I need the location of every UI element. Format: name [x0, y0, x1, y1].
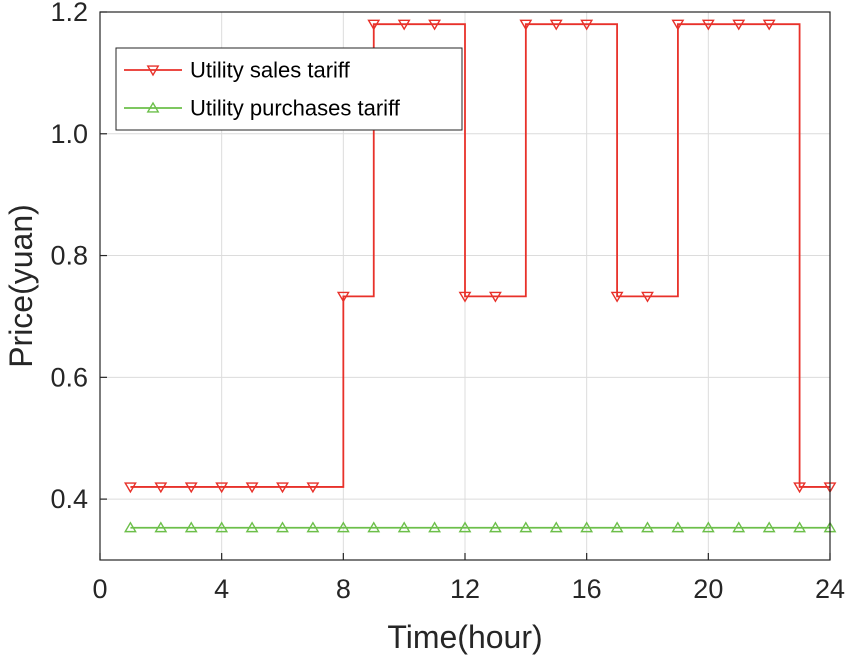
x-tick-label: 0: [92, 574, 107, 604]
y-tick-label: 0.6: [50, 362, 88, 392]
data-point-marker: [610, 291, 624, 303]
x-tick-label: 16: [572, 574, 602, 604]
y-tick-label: 0.4: [50, 484, 88, 514]
legend-swatch-sales: [124, 65, 182, 77]
data-point-marker: [123, 521, 137, 533]
data-point-marker: [701, 521, 715, 533]
data-point-marker: [215, 521, 229, 533]
data-point-marker: [793, 482, 807, 494]
series-line-0: [130, 23, 830, 488]
data-point-marker: [306, 482, 320, 494]
x-axis-title: Time(hour): [387, 619, 542, 655]
data-point-marker: [184, 521, 198, 533]
data-point-marker: [793, 521, 807, 533]
data-point-marker: [549, 19, 563, 31]
series-1: [123, 521, 837, 533]
data-point-marker: [671, 521, 685, 533]
legend-swatch-marker: [146, 65, 160, 77]
data-point-marker: [428, 521, 442, 533]
data-point-marker: [154, 482, 168, 494]
legend: Utility sales tariff Utility purchases t…: [115, 47, 463, 131]
data-point-marker: [215, 482, 229, 494]
data-point-marker: [488, 521, 502, 533]
data-point-marker: [184, 482, 198, 494]
data-point-marker: [519, 521, 533, 533]
legend-label-purchases: Utility purchases tariff: [190, 96, 401, 121]
data-point-marker: [762, 521, 776, 533]
data-point-marker: [641, 291, 654, 303]
series-layer: [123, 19, 837, 533]
data-point-marker: [641, 521, 654, 533]
data-point-marker: [762, 19, 776, 31]
data-point-marker: [123, 482, 137, 494]
data-point-marker: [428, 19, 442, 31]
x-tick-label: 24: [815, 574, 845, 604]
data-point-marker: [732, 19, 746, 31]
series-0: [123, 19, 837, 494]
legend-label-sales: Utility sales tariff: [190, 58, 351, 83]
data-point-marker: [154, 521, 168, 533]
x-tick-label: 20: [693, 574, 723, 604]
data-point-marker: [306, 521, 320, 533]
data-point-marker: [701, 19, 715, 31]
data-point-marker: [276, 482, 289, 494]
data-point-marker: [397, 19, 411, 31]
data-point-marker: [367, 19, 381, 31]
data-point-marker: [245, 521, 259, 533]
data-point-marker: [549, 521, 563, 533]
data-point-marker: [458, 521, 472, 533]
x-tick-label: 12: [450, 574, 480, 604]
x-tick-label: 4: [214, 574, 229, 604]
data-point-marker: [580, 19, 594, 31]
legend-swatch-purchases: [124, 101, 182, 113]
data-point-marker: [671, 19, 685, 31]
y-tick-label: 1.2: [50, 0, 88, 27]
x-tick-label: 8: [336, 574, 351, 604]
data-point-marker: [276, 521, 289, 533]
data-point-marker: [245, 482, 259, 494]
tick-labels: 0 4 8 12 16 20 24 0.4 0.6 0.8 1.0 1.2: [50, 0, 845, 604]
data-point-marker: [488, 291, 502, 303]
y-tick-label: 1.0: [50, 119, 88, 149]
data-point-marker: [397, 521, 411, 533]
data-point-marker: [336, 291, 350, 303]
data-point-marker: [519, 19, 533, 31]
y-tick-label: 0.8: [50, 241, 88, 271]
data-point-marker: [610, 521, 624, 533]
data-point-marker: [367, 521, 381, 533]
data-point-marker: [732, 521, 746, 533]
legend-swatch-marker: [146, 101, 160, 113]
legend-box: [115, 47, 463, 131]
axis-ticks: [99, 11, 831, 560]
data-point-marker: [336, 521, 350, 533]
data-point-marker: [580, 521, 594, 533]
data-point-marker: [458, 291, 472, 303]
y-axis-title: Price(yuan): [3, 204, 39, 368]
